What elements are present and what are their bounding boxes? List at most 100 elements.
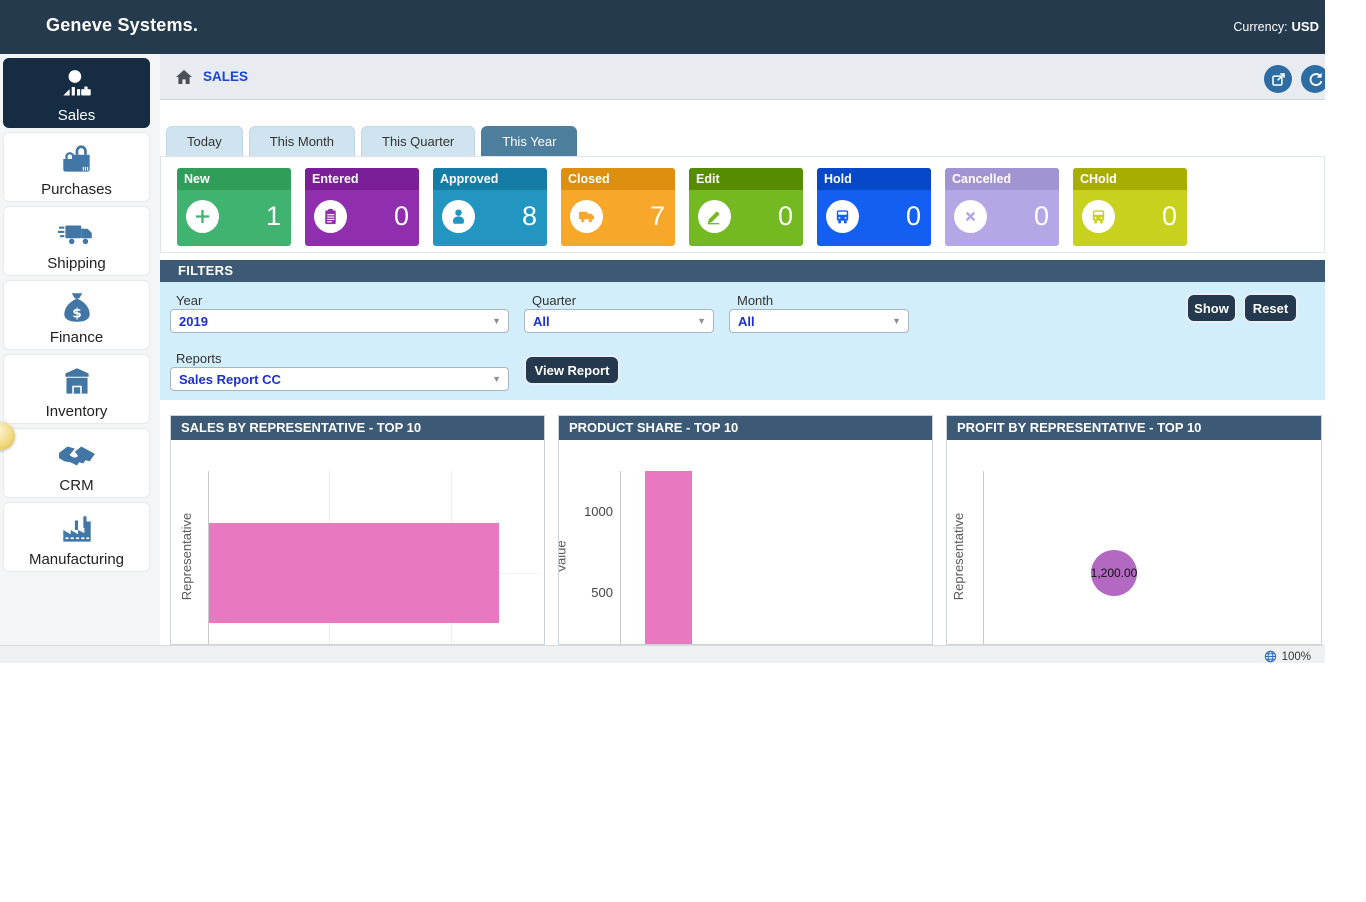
filters-header: FILTERS [160, 260, 1325, 282]
sidebar-item-crm[interactable]: CRM [3, 428, 150, 498]
card-value: 7 [649, 201, 665, 231]
sidebar-item-manufacturing[interactable]: Manufacturing [3, 502, 150, 572]
status-card-entered[interactable]: Entered 0 [305, 168, 419, 246]
y-axis [983, 471, 984, 644]
sales-bar [209, 523, 499, 623]
quarter-select[interactable]: All ▼ [524, 309, 714, 333]
home-icon[interactable] [174, 67, 194, 87]
year-select[interactable]: 2019 ▼ [170, 309, 509, 333]
status-bar: 100% [0, 645, 1325, 663]
card-value: 0 [777, 201, 793, 231]
card-label: Approved [433, 168, 547, 190]
card-label: Hold [817, 168, 931, 190]
money-bag-icon: $ [57, 287, 97, 329]
card-value: 0 [1033, 201, 1049, 231]
y-axis [208, 471, 209, 644]
status-card-closed[interactable]: Closed 7 [561, 168, 675, 246]
app-window: Geneve Systems. Currency: USD Sales Purch… [0, 0, 1325, 663]
quarter-label: Quarter [532, 293, 577, 308]
chevron-down-icon: ▼ [892, 316, 901, 326]
floating-ball-widget[interactable] [0, 422, 15, 450]
view-report-button[interactable]: View Report [524, 355, 620, 385]
product-share-chart: PRODUCT SHARE - TOP 10 Value 1000 500 [558, 415, 933, 645]
bus-icon [1082, 200, 1115, 233]
shopping-bags-icon [57, 139, 97, 181]
card-label: Edit [689, 168, 803, 190]
sidebar-item-label: Purchases [41, 181, 112, 198]
salesperson-icon [57, 65, 97, 107]
card-label: Closed [561, 168, 675, 190]
sidebar-item-label: Sales [57, 107, 96, 124]
bus-icon [826, 200, 859, 233]
y-tick: 500 [591, 585, 613, 600]
sidebar: Sales Purchases Shipping $ Finance Inven… [0, 54, 160, 645]
card-value: 0 [905, 201, 921, 231]
status-card-cancelled[interactable]: Cancelled 0 [945, 168, 1059, 246]
charts-row: SALES BY REPRESENTATIVE - TOP 10 Represe… [160, 415, 1325, 645]
warehouse-icon [57, 361, 97, 403]
sidebar-item-purchases[interactable]: Purchases [3, 132, 150, 202]
y-axis-label: Representative [179, 512, 195, 601]
card-label: Entered [305, 168, 419, 190]
tab-this-quarter[interactable]: This Quarter [361, 126, 476, 156]
year-value: 2019 [179, 314, 208, 329]
period-tabs: Today This Month This Quarter This Year [166, 126, 578, 156]
reports-value: Sales Report CC [179, 372, 281, 387]
app-title: Geneve Systems. [46, 15, 199, 35]
sidebar-item-label: Finance [49, 329, 104, 346]
breadcrumb-page[interactable]: SALES [203, 69, 249, 84]
year-label: Year [176, 293, 203, 308]
zoom-control[interactable]: 100% [1264, 650, 1311, 663]
chevron-down-icon: ▼ [492, 374, 501, 384]
month-select[interactable]: All ▼ [729, 309, 909, 333]
card-value: 0 [393, 201, 409, 231]
tab-this-month[interactable]: This Month [248, 126, 356, 156]
refresh-button[interactable] [1301, 65, 1325, 93]
y-axis [620, 471, 621, 644]
status-card-chold[interactable]: CHold 0 [1073, 168, 1187, 246]
currency-label: Currency: [1233, 20, 1288, 34]
y-axis-label: Value [558, 540, 569, 573]
plus-circle-icon [186, 200, 219, 233]
card-label: New [177, 168, 291, 190]
x-circle-icon [954, 200, 987, 233]
profit-by-representative-chart: PROFIT BY REPRESENTATIVE - TOP 10 Repres… [946, 415, 1322, 645]
globe-icon [1264, 650, 1276, 663]
factory-icon [57, 509, 97, 551]
chevron-down-icon: ▼ [697, 316, 706, 326]
status-cards-panel: New 1 Entered 0 Approved 8 Closed 7 Edit [160, 156, 1325, 253]
tab-this-year[interactable]: This Year [481, 126, 578, 156]
show-button[interactable]: Show [1186, 293, 1237, 323]
pencil-icon [698, 200, 731, 233]
reports-label: Reports [176, 351, 222, 366]
status-card-edit[interactable]: Edit 0 [689, 168, 803, 246]
sidebar-item-inventory[interactable]: Inventory [3, 354, 150, 424]
sidebar-item-sales[interactable]: Sales [3, 58, 150, 128]
profit-bubble [1091, 550, 1137, 596]
chart-title: PROFIT BY REPRESENTATIVE - TOP 10 [947, 416, 1321, 440]
status-card-hold[interactable]: Hold 0 [817, 168, 931, 246]
sidebar-item-shipping[interactable]: Shipping [3, 206, 150, 276]
month-value: All [738, 314, 755, 329]
zoom-level: 100% [1281, 650, 1311, 663]
y-tick: 1000 [584, 504, 613, 519]
export-button[interactable] [1264, 65, 1292, 93]
sidebar-item-label: Manufacturing [28, 551, 125, 568]
reset-button[interactable]: Reset [1243, 293, 1298, 323]
approver-person-icon [442, 200, 475, 233]
card-value: 8 [521, 201, 537, 231]
chart-title: SALES BY REPRESENTATIVE - TOP 10 [171, 416, 544, 440]
status-card-new[interactable]: New 1 [177, 168, 291, 246]
card-label: Cancelled [945, 168, 1059, 190]
tab-today[interactable]: Today [166, 126, 243, 156]
refresh-icon [1309, 72, 1322, 86]
truck-icon [570, 200, 603, 233]
main-content: SALES Today This Month This Quarter This… [160, 54, 1325, 645]
sidebar-item-finance[interactable]: $ Finance [3, 280, 150, 350]
month-label: Month [737, 293, 774, 308]
currency-value: USD [1291, 19, 1319, 34]
currency-indicator: Currency: USD [1233, 19, 1319, 34]
reports-select[interactable]: Sales Report CC ▼ [170, 367, 509, 391]
export-icon [1271, 72, 1285, 86]
status-card-approved[interactable]: Approved 8 [433, 168, 547, 246]
